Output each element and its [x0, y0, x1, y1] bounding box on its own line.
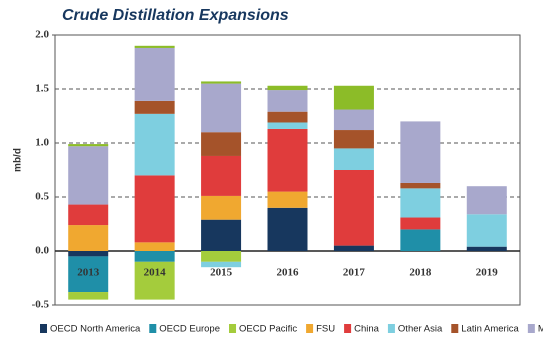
legend-swatch — [527, 324, 535, 333]
bar-segment — [201, 251, 242, 262]
legend-label: OECD North America — [50, 324, 141, 335]
legend-label: Other Asia — [398, 324, 443, 335]
legend-swatch — [229, 324, 237, 333]
x-tick-label: 2013 — [77, 267, 100, 279]
bar-segment — [201, 155, 242, 196]
bar-segment — [134, 242, 175, 251]
legend-label: OECD Europe — [159, 324, 220, 335]
legend-label: China — [354, 324, 380, 335]
y-tick-label: 0.5 — [35, 191, 49, 203]
chart-title: Crude Distillation Expansions — [62, 7, 289, 24]
bar-segment — [68, 144, 109, 147]
x-tick-label: 2017 — [343, 267, 366, 279]
bar-segment — [400, 217, 441, 230]
y-tick-label: 2.0 — [35, 29, 49, 41]
bar-segment — [68, 204, 109, 226]
bar-segment — [134, 175, 175, 243]
bar-segment — [333, 148, 374, 170]
bar-segment — [333, 130, 374, 149]
x-tick-label: 2015 — [210, 267, 233, 279]
legend-swatch — [149, 324, 157, 333]
x-tick-label: 2019 — [476, 267, 499, 279]
bar-segment — [201, 132, 242, 156]
bar-segment — [201, 83, 242, 133]
legend-swatch — [387, 324, 395, 333]
legend-swatch — [306, 324, 314, 333]
bar-segment — [201, 261, 242, 268]
legend-swatch — [40, 324, 47, 333]
bar-segment — [201, 81, 242, 84]
legend-swatch — [451, 324, 459, 333]
bar-segment — [267, 128, 308, 192]
bar-segment — [201, 219, 242, 251]
bar-segment — [134, 251, 175, 262]
bar-segment — [267, 111, 308, 123]
bar-segment — [267, 191, 308, 208]
bar-segment — [267, 90, 308, 112]
y-tick-label: 1.5 — [35, 83, 49, 95]
bar-segment — [68, 146, 109, 205]
bar-segment — [201, 195, 242, 220]
bar-segment — [400, 182, 441, 189]
legend-label: FSU — [316, 324, 335, 335]
x-tick-label: 2014 — [144, 267, 167, 279]
bar-segment — [68, 225, 109, 251]
x-tick-label: 2016 — [277, 267, 300, 279]
bar-segment — [134, 100, 175, 114]
legend-swatch — [344, 324, 352, 333]
legend-label: Latin America — [461, 324, 519, 335]
bar-segment — [134, 113, 175, 176]
bar-segment — [333, 109, 374, 131]
bar-segment — [267, 122, 308, 129]
bar-segment — [68, 256, 109, 293]
y-tick-label: -0.5 — [32, 299, 50, 311]
bar-segment — [333, 170, 374, 246]
bar-segment — [68, 292, 109, 300]
bar-segment — [466, 246, 507, 251]
bar-segment — [267, 85, 308, 91]
bar-segment — [134, 45, 175, 48]
legend-label: OECD Pacific — [239, 324, 297, 335]
y-tick-label: 1.0 — [35, 137, 49, 149]
bar-segment — [333, 85, 374, 110]
legend-label: Middle East — [538, 324, 543, 335]
bar-segment — [68, 251, 109, 257]
bar-segment — [466, 214, 507, 247]
y-axis-label: mb/d — [13, 148, 24, 172]
bar-segment — [134, 47, 175, 101]
y-tick-label: 0.0 — [35, 245, 49, 257]
plot-frame — [54, 34, 521, 306]
bar-segment — [400, 188, 441, 218]
bar-segment — [134, 261, 175, 300]
bar-segment — [400, 121, 441, 183]
bar-segment — [333, 245, 374, 251]
bar-segment — [466, 186, 507, 215]
bar-segment — [267, 207, 308, 251]
x-tick-label: 2018 — [409, 267, 432, 279]
bar-segment — [400, 229, 441, 251]
